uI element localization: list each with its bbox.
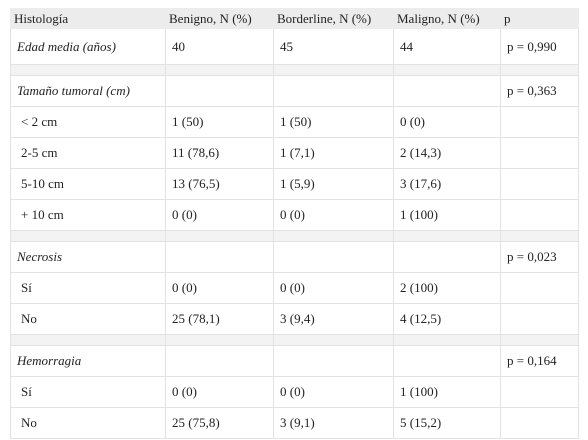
row-label: No — [10, 407, 166, 439]
value-cell: 5 (15,2) — [393, 407, 501, 439]
data-row: Sí 0 (0) 0 (0) 1 (100) — [10, 376, 579, 408]
group-row: Tamaño tumoral (cm) p = 0,363 — [10, 75, 579, 107]
value-cell: 1 (100) — [393, 199, 501, 231]
value-cell: 0 (0) — [165, 376, 274, 408]
data-row: 5-10 cm 13 (76,5) 1 (5,9) 3 (17,6) — [10, 168, 579, 200]
value-cell: 1 (100) — [393, 376, 501, 408]
data-row: No 25 (78,1) 3 (9,4) 4 (12,5) — [10, 303, 579, 335]
value-cell: 2 (14,3) — [393, 137, 501, 169]
value-cell: 3 (9,4) — [273, 303, 394, 335]
value-cell: 0 (0) — [273, 376, 394, 408]
value-cell — [393, 75, 501, 107]
spacer-cell — [393, 334, 501, 346]
data-row: No 25 (75,8) 3 (9,1) 5 (15,2) — [10, 407, 579, 439]
spacer-cell — [393, 230, 501, 242]
value-cell: 0 (0) — [273, 272, 394, 304]
empty-cell — [500, 407, 579, 439]
group-title: Tamaño tumoral (cm) — [10, 75, 166, 107]
p-value: p = 0,023 — [500, 241, 579, 273]
group-row: Hemorragia p = 0,164 — [10, 345, 579, 377]
value-cell — [393, 345, 501, 377]
spacer-cell — [165, 64, 274, 76]
spacer-cell — [10, 64, 166, 76]
value-cell: 0 (0) — [165, 199, 274, 231]
value-cell: 11 (78,6) — [165, 137, 274, 169]
empty-cell — [500, 168, 579, 200]
value-cell — [165, 75, 274, 107]
p-value: p = 0,164 — [500, 345, 579, 377]
value-cell: 1 (7,1) — [273, 137, 394, 169]
spacer-cell — [273, 230, 394, 242]
spacer-cell — [165, 230, 274, 242]
row-label: 2-5 cm — [10, 137, 166, 169]
row-label: No — [10, 303, 166, 335]
group-title: Necrosis — [10, 241, 166, 273]
spacer-row — [10, 334, 579, 346]
row-label: Sí — [10, 272, 166, 304]
group-row: Edad media (años) 40 45 44 p = 0,990 — [10, 28, 579, 65]
value-cell: 1 (5,9) — [273, 168, 394, 200]
spacer-cell — [500, 334, 579, 346]
empty-cell — [500, 272, 579, 304]
value-cell: 44 — [393, 28, 501, 65]
header-cell: Borderline, N (%) — [273, 8, 394, 29]
spacer-cell — [10, 230, 166, 242]
value-cell: 2 (100) — [393, 272, 501, 304]
spacer-row — [10, 64, 579, 76]
value-cell — [273, 345, 394, 377]
value-cell: 0 (0) — [273, 199, 394, 231]
group-row: Necrosis p = 0,023 — [10, 241, 579, 273]
empty-cell — [500, 303, 579, 335]
header-cell: Maligno, N (%) — [393, 8, 501, 29]
data-row: < 2 cm 1 (50) 1 (50) 0 (0) — [10, 106, 579, 138]
table: Histología Benigno, N (%) Borderline, N (%… — [10, 8, 579, 439]
spacer-cell — [500, 64, 579, 76]
value-cell — [393, 241, 501, 273]
spacer-cell — [273, 334, 394, 346]
spacer-row — [10, 230, 579, 242]
value-cell — [273, 75, 394, 107]
value-cell — [165, 241, 274, 273]
empty-cell — [500, 137, 579, 169]
header-row: Histología Benigno, N (%) Borderline, N (%… — [10, 8, 579, 29]
value-cell — [165, 345, 274, 377]
row-label: < 2 cm — [10, 106, 166, 138]
value-cell — [273, 241, 394, 273]
empty-cell — [500, 106, 579, 138]
header-cell: p — [500, 8, 579, 29]
spacer-cell — [165, 334, 274, 346]
spacer-cell — [500, 230, 579, 242]
header-cell: Histología — [10, 8, 166, 29]
data-row: + 10 cm 0 (0) 0 (0) 1 (100) — [10, 199, 579, 231]
p-value: p = 0,363 — [500, 75, 579, 107]
empty-cell — [500, 376, 579, 408]
value-cell: 1 (50) — [165, 106, 274, 138]
row-label: 5-10 cm — [10, 168, 166, 200]
value-cell: 40 — [165, 28, 274, 65]
value-cell: 3 (9,1) — [273, 407, 394, 439]
value-cell: 45 — [273, 28, 394, 65]
value-cell: 4 (12,5) — [393, 303, 501, 335]
spacer-cell — [273, 64, 394, 76]
spacer-cell — [393, 64, 501, 76]
group-title: Edad media (años) — [10, 28, 166, 65]
group-title: Hemorragia — [10, 345, 166, 377]
value-cell: 25 (75,8) — [165, 407, 274, 439]
spacer-cell — [10, 334, 166, 346]
value-cell: 1 (50) — [273, 106, 394, 138]
data-row: Sí 0 (0) 0 (0) 2 (100) — [10, 272, 579, 304]
value-cell: 3 (17,6) — [393, 168, 501, 200]
value-cell: 13 (76,5) — [165, 168, 274, 200]
value-cell: 0 (0) — [393, 106, 501, 138]
table-body: Histología Benigno, N (%) Borderline, N (%… — [10, 8, 579, 439]
p-value: p = 0,990 — [500, 28, 579, 65]
value-cell: 25 (78,1) — [165, 303, 274, 335]
value-cell: 0 (0) — [165, 272, 274, 304]
header-cell: Benigno, N (%) — [165, 8, 274, 29]
row-label: + 10 cm — [10, 199, 166, 231]
empty-cell — [500, 199, 579, 231]
data-row: 2-5 cm 11 (78,6) 1 (7,1) 2 (14,3) — [10, 137, 579, 169]
row-label: Sí — [10, 376, 166, 408]
